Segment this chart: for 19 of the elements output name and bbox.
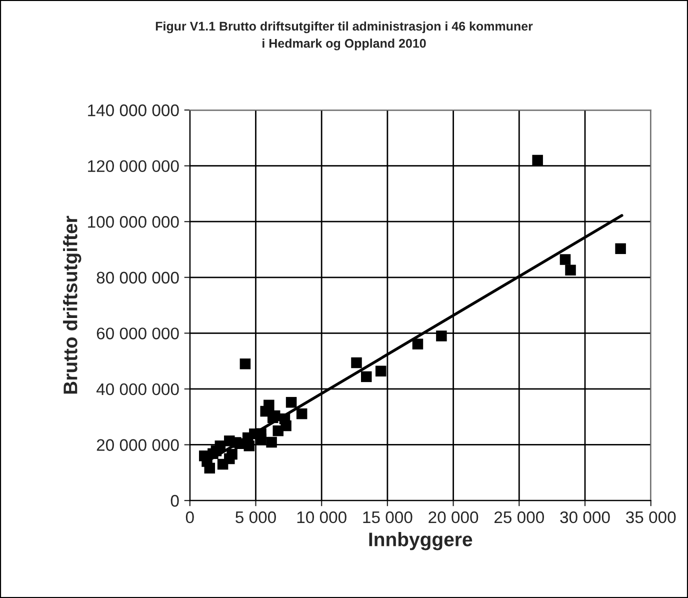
x-tick-label: 20 000 <box>428 511 478 524</box>
y-tick-label: 80 000 000 <box>96 272 179 284</box>
y-tick-label: 120 000 000 <box>88 160 179 172</box>
x-tick-label: 30 000 <box>560 511 610 524</box>
x-axis-title: Innbyggere <box>369 532 472 550</box>
chart-title: Figur V1.1 Brutto driftsutgifter til administrasjon i 46 kommuner i Hedmark og Oppland 2010 <box>156 21 533 50</box>
x-tick-label: 35 000 <box>626 511 676 524</box>
x-tick-label: 15 000 <box>363 511 412 524</box>
x-tick-label: 0 <box>186 511 194 524</box>
y-tick-label: 20 000 000 <box>96 439 179 451</box>
x-tick-label: 5 000 <box>236 511 276 524</box>
x-tick-label: 25 000 <box>494 511 544 524</box>
y-axis-title: Brutto driftsutgifter <box>63 216 82 394</box>
y-tick-label: 0 <box>170 494 179 507</box>
y-tick-label: 60 000 000 <box>96 328 179 340</box>
x-tick-label: 10 000 <box>297 511 346 524</box>
y-tick-label: 100 000 000 <box>88 216 179 228</box>
y-tick-label: 40 000 000 <box>96 383 179 396</box>
y-tick-label: 140 000 000 <box>88 104 179 116</box>
